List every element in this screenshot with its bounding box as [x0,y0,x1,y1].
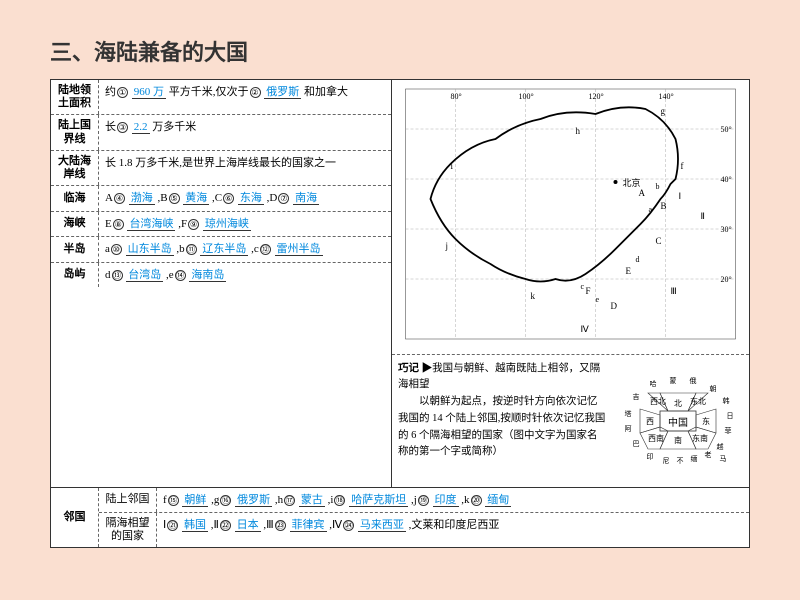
neighbor-row: 邻国 陆上邻国 f⑮ 朝鲜 ,g⑯ 俄罗斯 ,h⑰ 蒙古 ,i⑱ 哈萨克斯坦 ,… [51,487,749,548]
svg-text:Ⅳ: Ⅳ [581,324,590,334]
svg-text:俄: 俄 [690,376,697,385]
label: 邻国 [51,488,99,548]
svg-text:巴: 巴 [633,440,640,448]
row-land-area: 陆地领土面积 约① 960 万 平方千米,仅次于② 俄罗斯 和加拿大 [51,80,391,115]
svg-text:东北: 东北 [690,396,706,406]
svg-text:韩: 韩 [723,396,730,405]
compass-diagram: 中国 北 南 东 西 东北 西北 东南 西南 朝 俄 蒙 哈 吉塔阿巴 印尼不缅 老越… [613,361,743,481]
content-grid: 陆地领土面积 约① 960 万 平方千米,仅次于② 俄罗斯 和加拿大 陆上国界线… [50,79,750,548]
sub-label: 隔海相望的国家 [99,513,157,547]
label: 临海 [51,186,99,211]
svg-text:D: D [611,301,618,311]
left-column: 陆地领土面积 约① 960 万 平方千米,仅次于② 俄罗斯 和加拿大 陆上国界线… [51,80,391,487]
svg-text:b: b [656,182,660,191]
svg-text:c: c [581,282,585,291]
map-container: 北京 50° 40° 30° 20° 80° 100° 120° 140° g h… [392,80,749,355]
svg-text:Ⅰ: Ⅰ [679,191,682,201]
svg-text:g: g [661,106,666,116]
svg-text:阿: 阿 [625,424,632,433]
value: 约① 960 万 平方千米,仅次于② 俄罗斯 和加拿大 [99,80,391,114]
svg-text:20°: 20° [721,275,732,284]
svg-text:d: d [636,255,640,264]
svg-text:尼: 尼 [663,457,670,465]
value: a⑩ 山东半岛 ,b⑪ 辽东半岛 ,c⑫ 雷州半岛 [99,237,391,262]
svg-text:a: a [649,205,653,214]
right-column: 北京 50° 40° 30° 20° 80° 100° 120° 140° g h… [391,80,749,487]
value: d⑬ 台湾岛 ,e⑭ 海南岛 [99,263,391,288]
svg-text:西北: 西北 [650,397,666,406]
svg-text:j: j [445,241,449,251]
row-coastline: 大陆海岸线 长 1.8 万多千米,是世界上海岸线最长的国家之一 [51,151,391,186]
value: 长 1.8 万多千米,是世界上海岸线最长的国家之一 [99,151,391,185]
svg-text:西南: 西南 [648,433,664,443]
svg-text:朝: 朝 [710,385,717,393]
svg-text:f: f [681,161,684,171]
svg-text:A: A [639,188,646,198]
svg-text:30°: 30° [721,225,732,234]
svg-text:北京: 北京 [623,177,641,188]
svg-text:日: 日 [727,412,734,420]
china-map: 北京 50° 40° 30° 20° 80° 100° 120° 140° g h… [396,84,745,344]
svg-text:120°: 120° [589,92,604,101]
label: 陆地领土面积 [51,80,99,114]
svg-text:100°: 100° [519,92,534,101]
svg-text:缅: 缅 [691,454,698,463]
row-seas: 临海 A④ 渤海 ,B⑤ 黄海 ,C⑥ 东海 ,D⑦ 南海 [51,186,391,212]
value: A④ 渤海 ,B⑤ 黄海 ,C⑥ 东海 ,D⑦ 南海 [99,186,391,211]
svg-text:北: 北 [674,399,682,408]
svg-text:F: F [586,286,591,296]
tip-text: 巧记 ▶我国与朝鲜、越南既陆上相邻，又隔海相望 以朝鲜为起点，按逆时针方向依次记… [398,361,607,481]
svg-text:B: B [661,201,667,211]
value: Ⅰ㉑ 韩国 ,Ⅱ㉒ 日本 ,Ⅲ㉓ 菲律宾 ,Ⅳ㉔ 马来西亚 ,文莱和印度尼西亚 [157,513,749,547]
svg-text:马: 马 [720,455,727,463]
label: 大陆海岸线 [51,151,99,185]
sea-neighbors: 隔海相望的国家 Ⅰ㉑ 韩国 ,Ⅱ㉒ 日本 ,Ⅲ㉓ 菲律宾 ,Ⅳ㉔ 马来西亚 ,文… [99,513,749,547]
svg-text:C: C [656,236,662,246]
svg-text:塔: 塔 [625,409,632,418]
svg-text:老: 老 [705,450,712,459]
svg-text:50°: 50° [721,125,732,134]
label: 半岛 [51,237,99,262]
tip-container: 巧记 ▶我国与朝鲜、越南既陆上相邻，又隔海相望 以朝鲜为起点，按逆时针方向依次记… [392,355,749,487]
svg-text:40°: 40° [721,175,732,184]
svg-text:e: e [596,295,600,304]
row-islands: 岛屿 d⑬ 台湾岛 ,e⑭ 海南岛 [51,263,391,288]
svg-text:Ⅱ: Ⅱ [701,211,705,221]
svg-text:菲: 菲 [725,426,732,435]
row-border: 陆上国界线 长③ 2.2 万多千米 [51,115,391,150]
svg-text:越: 越 [717,442,724,451]
label: 海峡 [51,212,99,237]
svg-text:南: 南 [674,435,682,445]
row-straits: 海峡 E⑧ 台湾海峡 ,F⑨ 琼州海峡 [51,212,391,238]
svg-text:Ⅲ: Ⅲ [671,286,677,296]
value: f⑮ 朝鲜 ,g⑯ 俄罗斯 ,h⑰ 蒙古 ,i⑱ 哈萨克斯坦 ,j⑲ 印度 ,k… [157,488,749,513]
svg-text:中国: 中国 [668,416,688,429]
svg-text:印: 印 [647,453,654,461]
sub-label: 陆上邻国 [99,488,157,513]
svg-text:k: k [531,291,536,301]
svg-text:西: 西 [646,417,654,426]
svg-text:E: E [626,266,632,276]
svg-text:东南: 东南 [692,433,708,443]
svg-text:80°: 80° [451,92,462,101]
svg-text:蒙: 蒙 [670,376,677,385]
section-title: 三、海陆兼备的大国 [50,35,750,67]
svg-text:吉: 吉 [633,393,640,401]
label: 岛屿 [51,263,99,288]
land-neighbors: 陆上邻国 f⑮ 朝鲜 ,g⑯ 俄罗斯 ,h⑰ 蒙古 ,i⑱ 哈萨克斯坦 ,j⑲ … [99,488,749,514]
svg-text:不: 不 [677,457,684,465]
label: 陆上国界线 [51,115,99,149]
value: 长③ 2.2 万多千米 [99,115,391,149]
svg-text:哈: 哈 [650,379,657,388]
svg-text:h: h [576,126,581,136]
row-peninsulas: 半岛 a⑩ 山东半岛 ,b⑪ 辽东半岛 ,c⑫ 雷州半岛 [51,237,391,263]
svg-text:140°: 140° [659,92,674,101]
svg-text:东: 东 [702,416,710,426]
value: E⑧ 台湾海峡 ,F⑨ 琼州海峡 [99,212,391,237]
